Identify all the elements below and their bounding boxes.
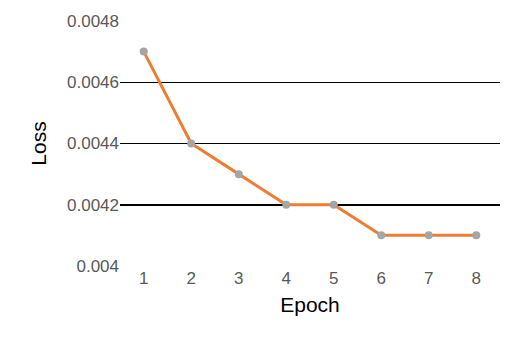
svg-text:Loss: Loss	[27, 121, 50, 165]
svg-text:Epoch: Epoch	[280, 293, 340, 316]
svg-text:1: 1	[139, 269, 148, 288]
svg-text:7: 7	[424, 269, 433, 288]
svg-text:8: 8	[472, 269, 481, 288]
svg-text:0.0044: 0.0044	[67, 134, 119, 153]
svg-text:6: 6	[377, 269, 386, 288]
svg-text:0.004: 0.004	[76, 257, 119, 276]
svg-text:0.0046: 0.0046	[67, 73, 119, 92]
svg-text:3: 3	[234, 269, 243, 288]
svg-text:5: 5	[329, 269, 338, 288]
svg-text:0.0042: 0.0042	[67, 196, 119, 215]
svg-text:0.0048: 0.0048	[67, 12, 119, 31]
svg-text:2: 2	[187, 269, 196, 288]
svg-text:4: 4	[282, 269, 291, 288]
